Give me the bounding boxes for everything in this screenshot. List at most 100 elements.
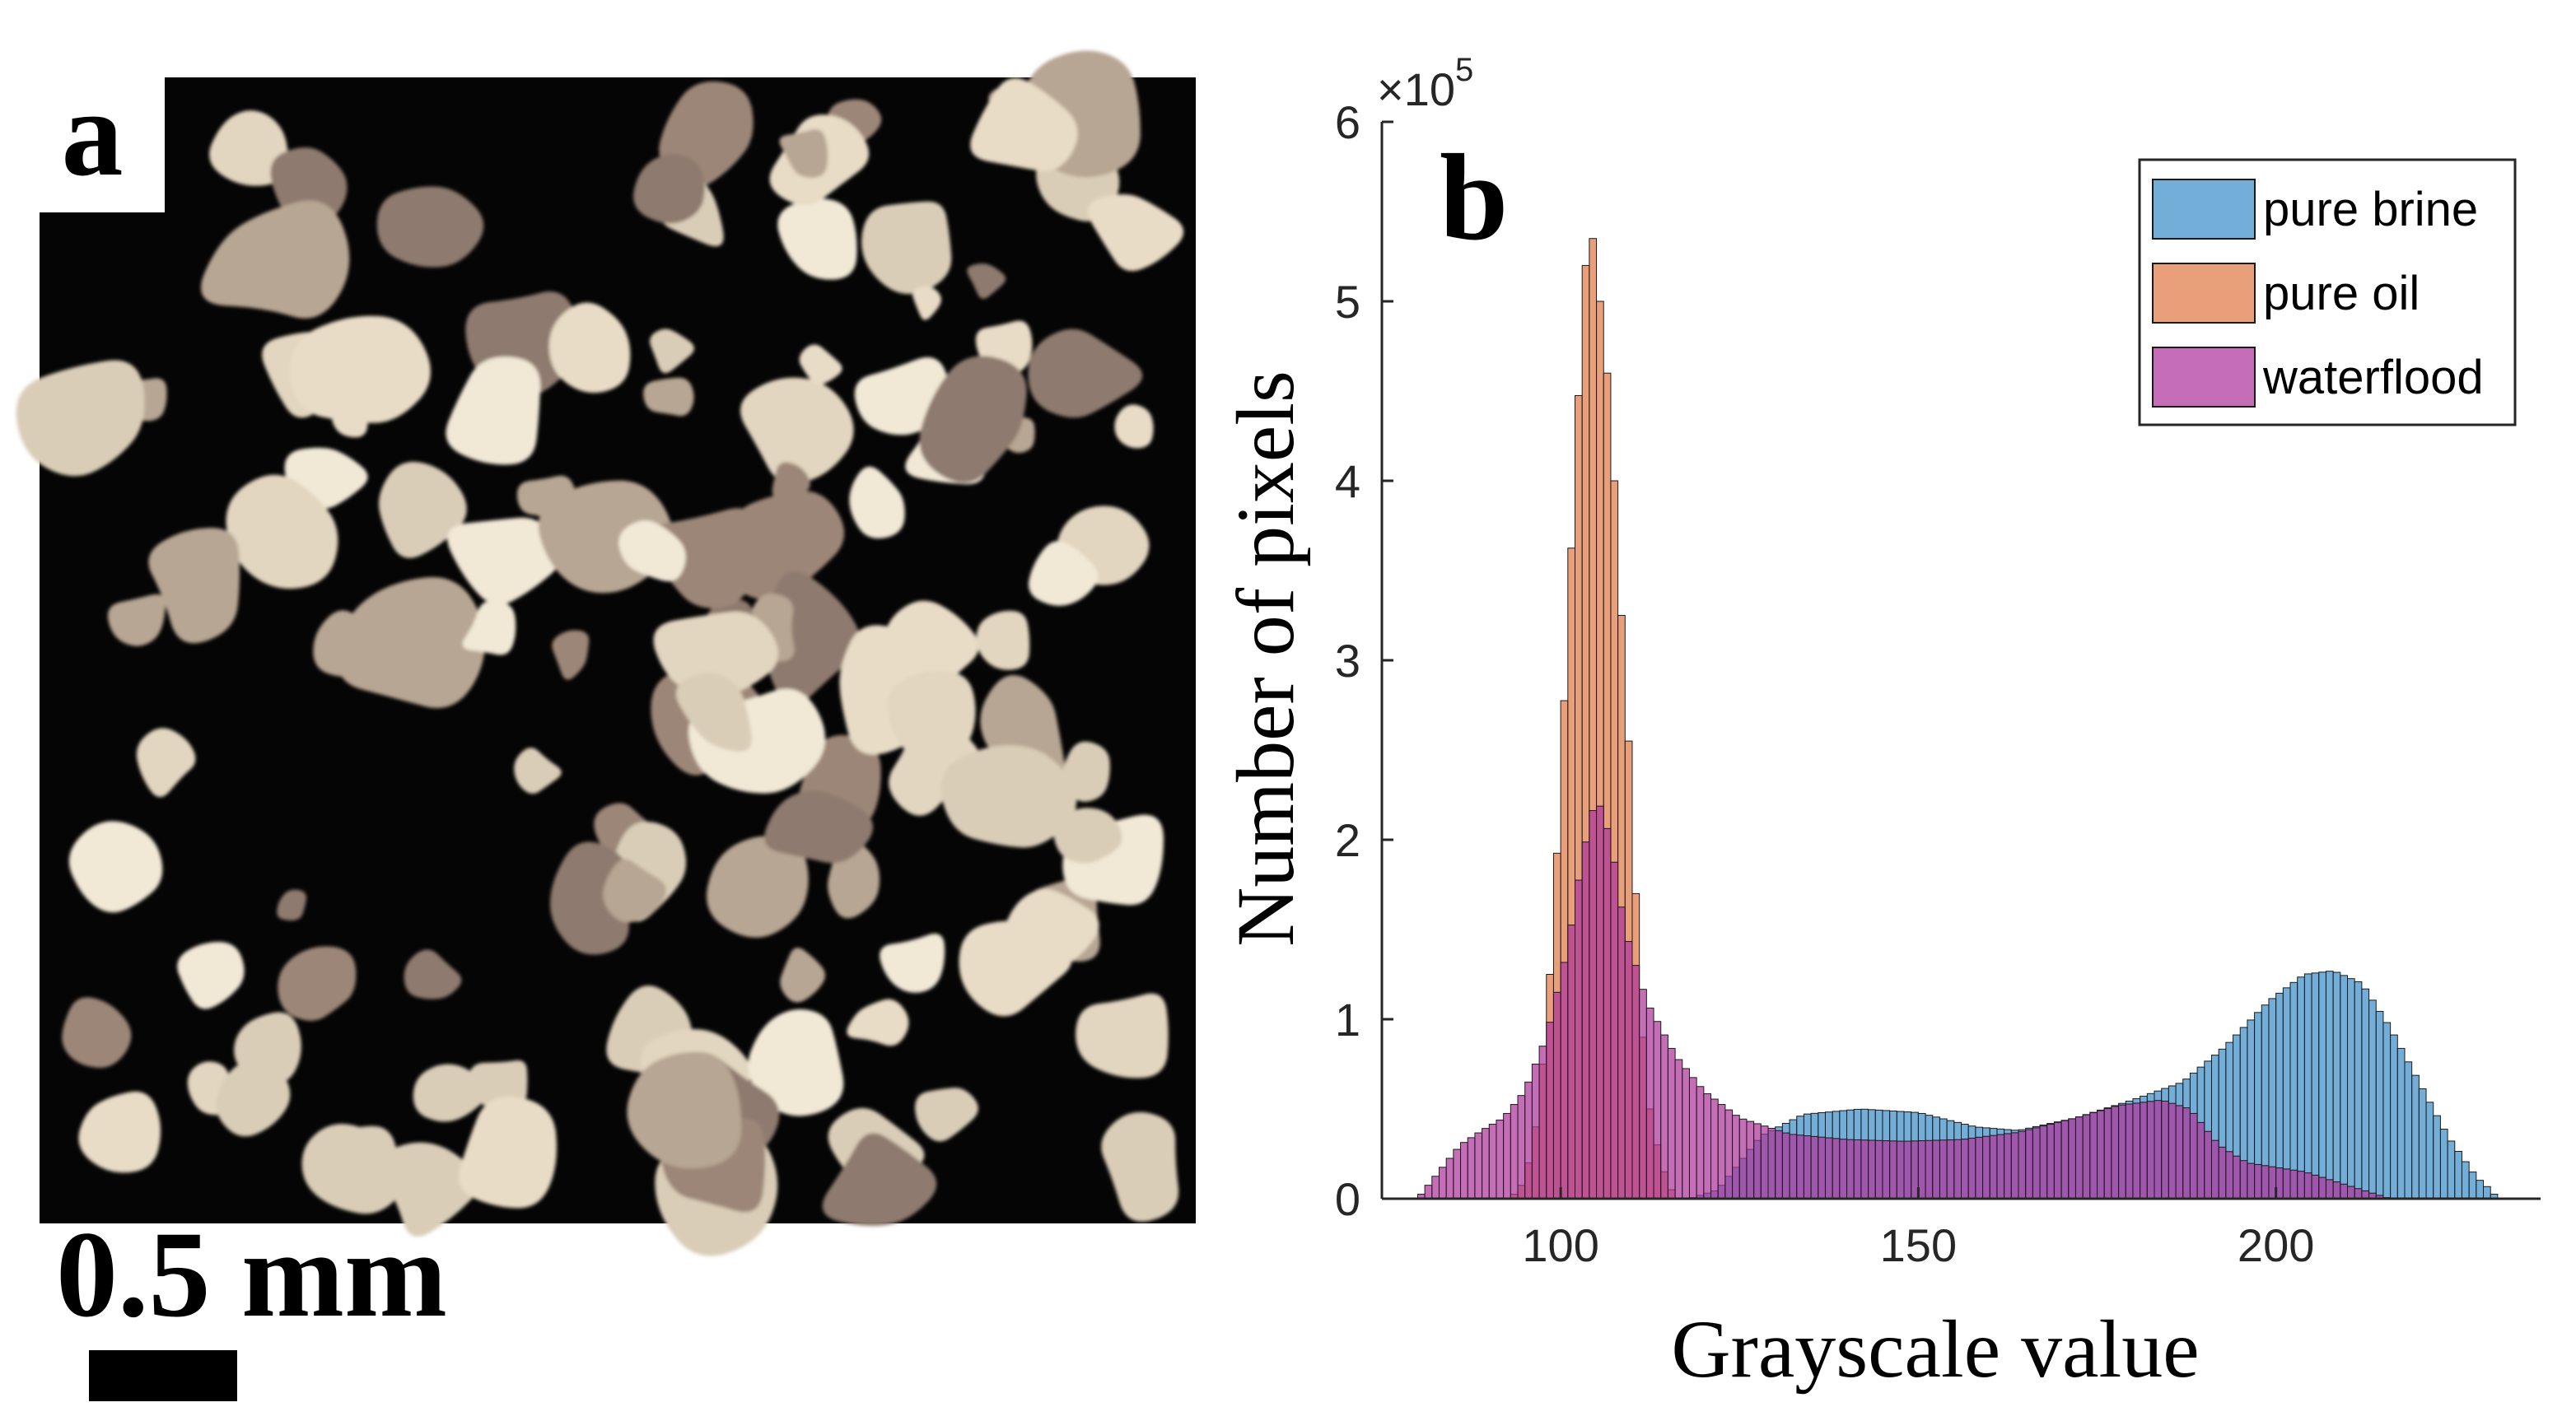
bar-waterflood xyxy=(1488,1124,1497,1200)
grain xyxy=(799,344,842,385)
panel-a-label: a xyxy=(62,65,124,202)
grain xyxy=(849,466,905,539)
grain xyxy=(278,946,357,1021)
bar-pure-brine xyxy=(2354,981,2363,1200)
grain xyxy=(675,673,752,752)
bar-waterflood xyxy=(1767,1128,1776,1200)
bar-waterflood xyxy=(1503,1112,1511,1200)
bar-waterflood xyxy=(2060,1120,2070,1200)
bar-waterflood xyxy=(2225,1151,2234,1200)
bar-pure-brine xyxy=(2361,988,2370,1200)
bar-pure-brine xyxy=(2411,1074,2420,1200)
bar-waterflood xyxy=(1552,991,1561,1200)
y-multiplier: ×105 xyxy=(1377,52,1473,115)
bar-waterflood xyxy=(1639,989,1647,1200)
bar-waterflood xyxy=(1982,1135,1990,1200)
panel-b-label: b xyxy=(1440,129,1508,266)
bar-waterflood xyxy=(2018,1130,2027,1200)
bar-waterflood xyxy=(1453,1148,1462,1200)
bar-waterflood xyxy=(1596,805,1604,1200)
bar-waterflood xyxy=(2111,1106,2120,1200)
grain xyxy=(514,748,562,794)
bar-waterflood xyxy=(1438,1167,1447,1200)
bar-waterflood xyxy=(2233,1155,2241,1200)
bar-waterflood xyxy=(1903,1140,1912,1200)
grain xyxy=(1053,808,1122,864)
bar-waterflood xyxy=(1682,1068,1690,1200)
bar-waterflood xyxy=(2132,1102,2141,1200)
grain xyxy=(209,110,288,186)
bar-waterflood xyxy=(1961,1139,1969,1200)
bar-pure-brine xyxy=(2382,1022,2392,1200)
bar-waterflood xyxy=(1581,841,1590,1200)
bar-waterflood xyxy=(2140,1102,2148,1200)
grain xyxy=(78,1091,161,1173)
bar-waterflood xyxy=(2303,1172,2312,1200)
bar-waterflood xyxy=(1431,1176,1440,1200)
grain xyxy=(376,186,484,268)
bar-waterflood xyxy=(1810,1135,1819,1200)
grain xyxy=(976,610,1030,670)
bar-waterflood xyxy=(1946,1139,1955,1200)
bar-waterflood xyxy=(1818,1136,1826,1200)
grain xyxy=(919,356,1027,483)
bar-waterflood xyxy=(1517,1095,1526,1200)
bar-waterflood xyxy=(1882,1140,1891,1200)
bar-waterflood xyxy=(1482,1128,1490,1200)
bar-waterflood xyxy=(1603,827,1612,1200)
bar-waterflood xyxy=(2097,1110,2105,1200)
bar-pure-brine xyxy=(2461,1161,2470,1200)
bar-pure-brine xyxy=(2454,1151,2462,1200)
legend-swatch-pure-brine xyxy=(2152,179,2256,240)
legend: pure brine pure oil waterflood xyxy=(2138,158,2517,426)
grain xyxy=(645,508,759,608)
bar-waterflood xyxy=(1510,1104,1519,1200)
grain xyxy=(970,77,1078,171)
bar-waterflood xyxy=(2082,1114,2091,1200)
grain xyxy=(643,377,694,417)
grain xyxy=(62,997,132,1068)
bar-waterflood xyxy=(1932,1139,1940,1200)
grain xyxy=(1002,888,1099,976)
bar-waterflood xyxy=(1467,1137,1476,1200)
y-tick-label: 3 xyxy=(1335,635,1360,687)
bar-pure-brine xyxy=(2447,1140,2456,1200)
y-multiplier-exponent: 5 xyxy=(1455,52,1473,88)
bar-pure-brine xyxy=(2418,1088,2427,1200)
bar-pure-brine xyxy=(2297,976,2305,1200)
bar-waterflood xyxy=(1617,906,1626,1200)
bar-waterflood xyxy=(2254,1163,2262,1200)
micrograph-grains xyxy=(16,50,1184,1256)
grain xyxy=(627,1051,742,1169)
bar-pure-brine xyxy=(2404,1061,2413,1200)
panel-a: a 0.5 mm xyxy=(16,50,1196,1401)
y-multiplier-base: ×10 xyxy=(1377,63,1455,115)
bar-waterflood xyxy=(1610,861,1619,1200)
panel-a-label-box xyxy=(40,77,165,212)
grain xyxy=(1087,194,1184,272)
bar-pure-brine xyxy=(2325,971,2334,1200)
bar-waterflood xyxy=(1674,1059,1683,1200)
bar-waterflood xyxy=(2053,1121,2062,1200)
y-ticks: 0 1 2 3 4 5 6 xyxy=(1335,96,1393,1225)
bar-pure-brine xyxy=(2282,987,2291,1200)
bar-waterflood xyxy=(1717,1104,1726,1200)
bar-pure-brine xyxy=(2347,978,2355,1200)
bar-pure-brine xyxy=(2483,1186,2491,1200)
bar-waterflood xyxy=(2182,1107,2191,1200)
grain xyxy=(459,1096,557,1209)
grain xyxy=(1028,328,1143,418)
bar-waterflood xyxy=(1975,1136,1984,1200)
grain xyxy=(68,821,163,913)
bar-waterflood xyxy=(1760,1125,1769,1200)
bar-waterflood xyxy=(1445,1158,1454,1200)
bar-pure-brine xyxy=(2396,1047,2406,1200)
grain xyxy=(16,360,145,477)
bar-waterflood xyxy=(2261,1165,2270,1200)
grain xyxy=(549,841,629,955)
bar-waterflood xyxy=(1624,941,1633,1200)
bar-waterflood xyxy=(1724,1109,1734,1200)
bar-waterflood xyxy=(1939,1139,1948,1200)
